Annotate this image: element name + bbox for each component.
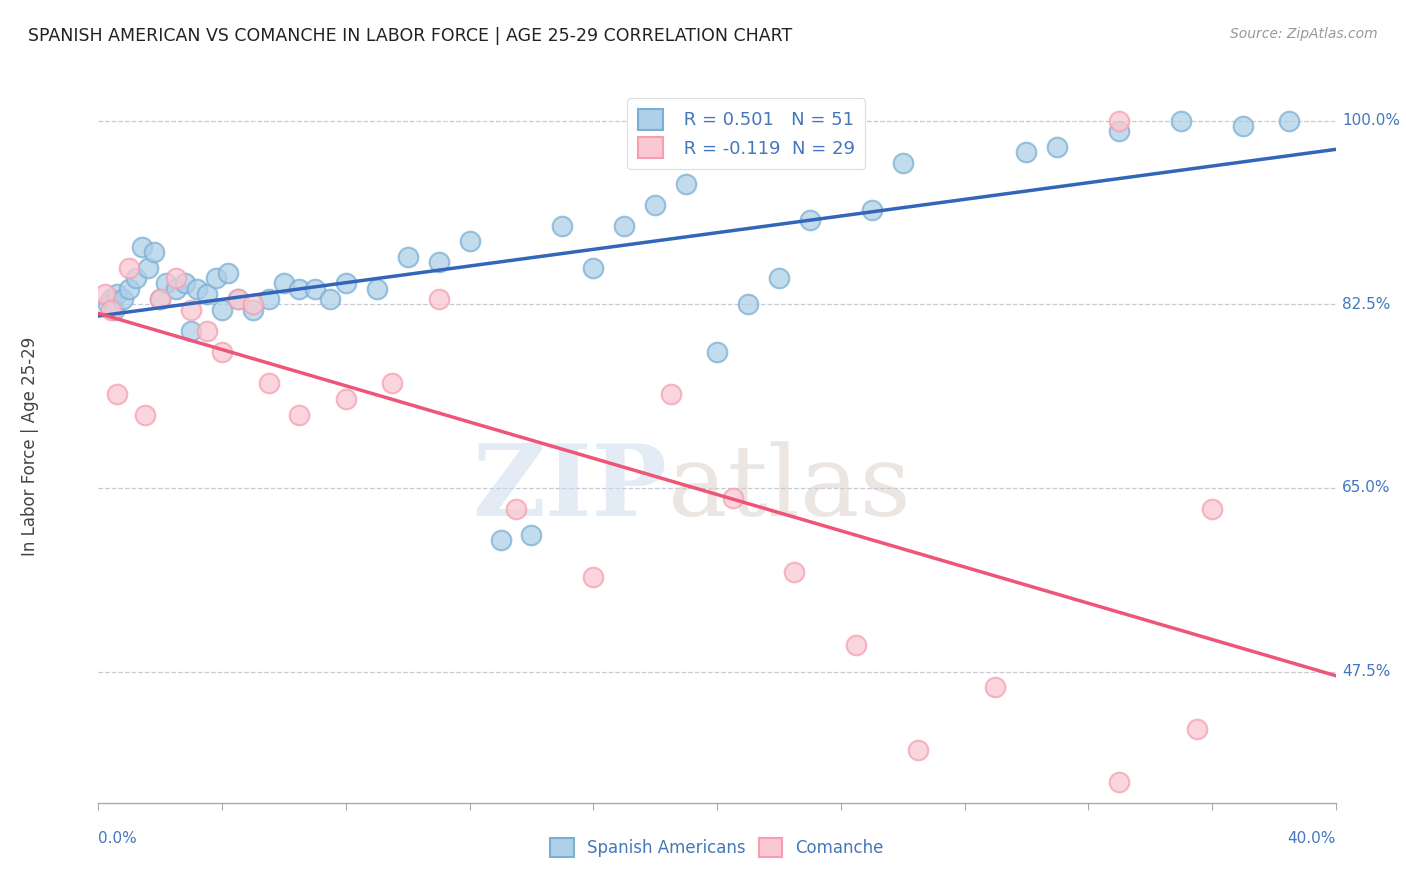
Point (1170, 113, 1192, 128)
Point (186, 282, 208, 296)
Point (675, 177, 697, 191)
Text: 100.0%: 100.0% (1341, 113, 1400, 128)
Point (143, 244, 166, 259)
Point (891, 155, 914, 169)
Point (427, 255, 450, 269)
Point (149, 292, 172, 306)
Point (149, 292, 172, 306)
Text: 47.5%: 47.5% (1341, 665, 1391, 679)
Point (155, 277, 177, 291)
Text: ZIP: ZIP (472, 441, 668, 537)
Point (1015, 145, 1038, 160)
Text: 40.0%: 40.0% (1288, 831, 1336, 847)
Point (1046, 140, 1069, 154)
Point (644, 197, 666, 211)
Point (783, 565, 806, 579)
Point (134, 408, 156, 422)
Point (1278, 113, 1301, 128)
Point (335, 392, 357, 406)
Point (1185, 723, 1208, 737)
Point (721, 491, 744, 506)
Point (288, 408, 311, 422)
Point (226, 292, 249, 306)
Point (165, 282, 187, 296)
Point (205, 271, 228, 285)
Text: atlas: atlas (668, 441, 910, 537)
Point (93, 286, 115, 301)
Text: SPANISH AMERICAN VS COMANCHE IN LABOR FORCE | AGE 25-29 CORRELATION CHART: SPANISH AMERICAN VS COMANCHE IN LABOR FO… (28, 27, 793, 45)
Point (103, 302, 125, 317)
Point (1108, 124, 1130, 138)
Text: 65.0%: 65.0% (1341, 481, 1391, 495)
Text: Source: ZipAtlas.com: Source: ZipAtlas.com (1230, 27, 1378, 41)
Point (242, 297, 264, 311)
Point (131, 239, 153, 253)
Point (195, 324, 218, 338)
Point (582, 260, 605, 275)
Point (335, 277, 357, 291)
Point (706, 344, 728, 359)
Point (860, 202, 883, 217)
Text: 0.0%: 0.0% (98, 831, 138, 847)
Point (273, 277, 295, 291)
Point (1232, 119, 1254, 133)
Point (105, 386, 128, 401)
Point (180, 324, 202, 338)
Point (319, 292, 342, 306)
Point (659, 386, 682, 401)
Point (288, 282, 311, 296)
Point (582, 570, 605, 584)
Point (768, 271, 790, 285)
Point (613, 219, 636, 233)
Point (124, 271, 146, 285)
Point (112, 292, 135, 306)
Point (211, 344, 233, 359)
Point (257, 376, 280, 390)
Point (118, 260, 141, 275)
Point (907, 743, 929, 757)
Point (257, 292, 280, 306)
Point (551, 219, 574, 233)
Point (195, 286, 218, 301)
Point (366, 282, 388, 296)
Legend: Spanish Americans, Comanche: Spanish Americans, Comanche (541, 830, 893, 866)
Point (396, 250, 419, 264)
Point (799, 213, 821, 227)
Point (211, 302, 233, 317)
Point (136, 260, 159, 275)
Point (97, 297, 120, 311)
Point (1201, 502, 1223, 516)
Point (304, 282, 326, 296)
Point (118, 282, 141, 296)
Text: In Labor Force | Age 25-29: In Labor Force | Age 25-29 (21, 336, 39, 556)
Point (226, 292, 249, 306)
Point (984, 681, 1007, 695)
Point (100, 302, 122, 317)
Point (505, 502, 527, 516)
Point (845, 639, 868, 653)
Point (100, 292, 122, 306)
Text: 82.5%: 82.5% (1341, 297, 1391, 312)
Point (242, 302, 264, 317)
Point (1108, 113, 1130, 128)
Point (381, 376, 404, 390)
Point (427, 292, 450, 306)
Point (217, 266, 239, 280)
Point (737, 297, 759, 311)
Point (489, 533, 512, 548)
Point (458, 235, 481, 249)
Point (1108, 774, 1130, 789)
Point (520, 528, 543, 542)
Point (105, 286, 128, 301)
Point (174, 277, 197, 291)
Point (165, 271, 187, 285)
Point (180, 302, 202, 317)
